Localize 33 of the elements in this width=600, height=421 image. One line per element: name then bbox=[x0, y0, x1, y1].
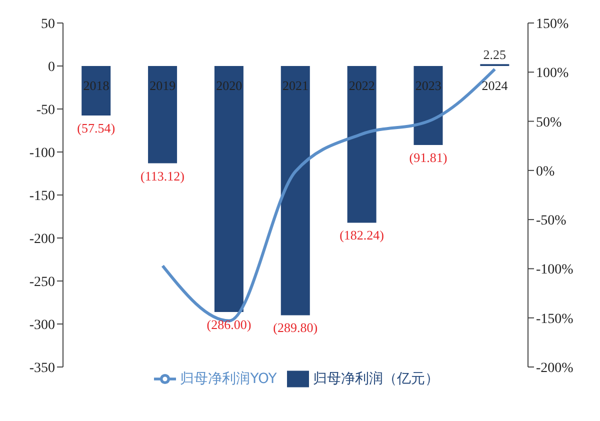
y-tick-label: 50 bbox=[41, 16, 55, 32]
y-tick-label: 0 bbox=[48, 60, 55, 75]
y2-tick-label: -200% bbox=[536, 360, 574, 376]
y2-tick-label: -50% bbox=[536, 214, 567, 229]
y2-tick-label: -150% bbox=[536, 312, 574, 327]
y-tick-label: -100 bbox=[29, 146, 55, 161]
y2-tick-label: 50% bbox=[536, 115, 562, 130]
data-label: (286.00) bbox=[206, 316, 252, 332]
y-tick-label: -150 bbox=[29, 188, 55, 204]
y2-tick-label: 0% bbox=[536, 164, 555, 180]
legend-label: 归母净利润YOY bbox=[180, 370, 277, 387]
x-tick-label: 2023 bbox=[415, 78, 442, 93]
y-tick-label: -200 bbox=[29, 232, 55, 247]
data-label: 2.25 bbox=[483, 47, 506, 62]
y-tick-label: -350 bbox=[29, 360, 55, 376]
data-label: (57.54) bbox=[77, 120, 116, 136]
x-tick-label: 2024 bbox=[482, 78, 508, 93]
y-tick-label: -250 bbox=[29, 274, 55, 290]
data-label: (182.24) bbox=[340, 228, 384, 243]
y2-tick-label: 100% bbox=[536, 66, 569, 82]
y2-tick-label: 150% bbox=[536, 16, 569, 32]
x-tick-label: 2018 bbox=[83, 78, 110, 93]
y2-tick-label: -100% bbox=[536, 262, 574, 278]
y-tick-label: -300 bbox=[29, 318, 55, 333]
x-tick-label: 2019 bbox=[150, 78, 176, 93]
x-tick-label: 2021 bbox=[282, 78, 308, 93]
data-label: (113.12) bbox=[140, 168, 184, 184]
y-tick-label: -50 bbox=[36, 102, 55, 118]
legend-label: 归母净利润（亿元） bbox=[312, 370, 439, 387]
x-tick-label: 2020 bbox=[216, 78, 242, 93]
data-label: (91.81) bbox=[409, 150, 448, 165]
x-tick-label: 2022 bbox=[348, 78, 375, 93]
data-label: (289.80) bbox=[273, 320, 318, 336]
